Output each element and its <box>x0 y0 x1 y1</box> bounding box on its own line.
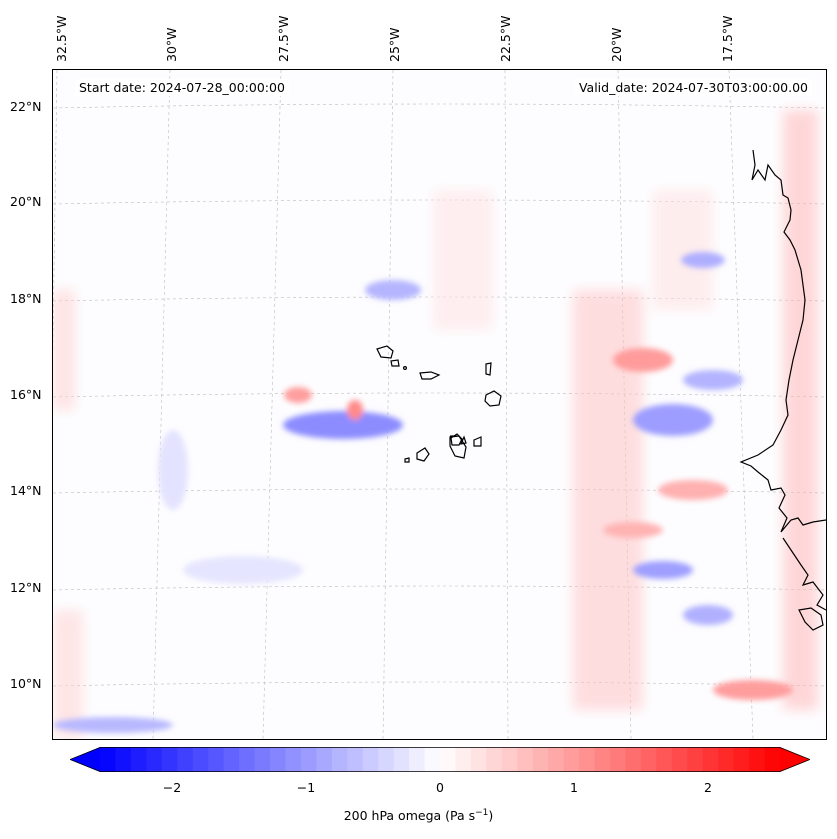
colorbar-segment <box>579 747 596 772</box>
lat-label-12n: 12°N <box>10 580 42 595</box>
start-date-label: Start date: 2024-07-28_00:00:00 <box>75 79 289 96</box>
map-gridlines <box>53 70 826 739</box>
colorbar-segment <box>625 747 642 772</box>
colorbar-segment <box>285 747 302 772</box>
colorbar-segment <box>177 747 194 772</box>
colorbar-segment <box>548 747 565 772</box>
coastline <box>739 149 826 631</box>
lat-label-14n: 14°N <box>10 483 42 498</box>
lat-label-18n: 18°N <box>10 291 42 306</box>
colorbar-tick: −2 <box>162 780 182 795</box>
lon-label-25w: 25°W <box>387 27 402 62</box>
colorbar-segment <box>208 747 225 772</box>
colorbar-outline <box>70 747 810 772</box>
colorbar-segment <box>393 747 410 772</box>
colorbar-segment <box>300 747 317 772</box>
colorbar-segment <box>409 747 426 772</box>
colorbar-segment <box>517 747 534 772</box>
colorbar-segment <box>192 747 209 772</box>
colorbar-segment <box>424 747 441 772</box>
colorbar-segment <box>100 747 117 772</box>
colorbar-segment <box>316 747 333 772</box>
lon-label-22-5w: 22.5°W <box>498 15 513 62</box>
map-panel: Start date: 2024-07-28_00:00:00 Valid_da… <box>52 69 827 740</box>
colorbar-segment <box>749 747 766 772</box>
colorbar-segment <box>378 747 395 772</box>
lon-label-27-5w: 27.5°W <box>276 15 291 62</box>
colorbar-tick: −1 <box>296 780 316 795</box>
colorbar-segment <box>115 747 132 772</box>
colorbar-label: 200 hPa omega (Pa s−1) <box>343 808 494 824</box>
colorbar-segment <box>347 747 364 772</box>
colorbar-segment <box>687 747 704 772</box>
colorbar-segment <box>161 747 178 772</box>
colorbar-segment <box>130 747 147 772</box>
colorbar-segment <box>331 747 348 772</box>
colorbar-segment <box>455 747 472 772</box>
colorbar-segment <box>764 747 781 772</box>
colorbar-tick: 2 <box>704 780 712 795</box>
colorbar-segment <box>532 747 549 772</box>
cape-verde-islands <box>376 345 502 463</box>
omega-field-shading <box>53 110 818 739</box>
colorbar-extend-max <box>780 747 810 772</box>
lon-label-17-5w: 17.5°W <box>720 15 735 62</box>
valid-date-label: Valid_date: 2024-07-30T03:00:00.00 <box>574 79 812 96</box>
omega-field-map <box>53 70 826 739</box>
colorbar-segment <box>610 747 627 772</box>
lat-label-20n: 20°N <box>10 194 42 209</box>
lat-label-16n: 16°N <box>10 387 42 402</box>
colorbar-extend-min <box>70 747 100 772</box>
colorbar-segment <box>270 747 287 772</box>
colorbar-segment <box>146 747 163 772</box>
colorbar-segment <box>440 747 457 772</box>
colorbar-segment <box>594 747 611 772</box>
lat-label-22n: 22°N <box>10 99 42 114</box>
colorbar-tick: 0 <box>436 780 444 795</box>
colorbar-segment <box>640 747 657 772</box>
colorbar-tick: 1 <box>570 780 578 795</box>
colorbar-segment <box>470 747 487 772</box>
colorbar-segment <box>563 747 580 772</box>
lat-label-10n: 10°N <box>10 676 42 691</box>
colorbar-segment <box>486 747 503 772</box>
colorbar-segment <box>702 747 719 772</box>
colorbar-segment <box>656 747 673 772</box>
lon-label-32-5w: 32.5°W <box>54 15 69 62</box>
colorbar-segment <box>733 747 750 772</box>
colorbar-segment <box>362 747 379 772</box>
colorbar-segment <box>254 747 271 772</box>
colorbar-segment <box>501 747 518 772</box>
colorbar <box>70 747 810 772</box>
colorbar-segment <box>718 747 735 772</box>
colorbar-segment <box>223 747 240 772</box>
colorbar-segment <box>239 747 256 772</box>
lon-label-30w: 30°W <box>164 27 179 62</box>
lon-label-20w: 20°W <box>609 27 624 62</box>
colorbar-segment <box>671 747 688 772</box>
